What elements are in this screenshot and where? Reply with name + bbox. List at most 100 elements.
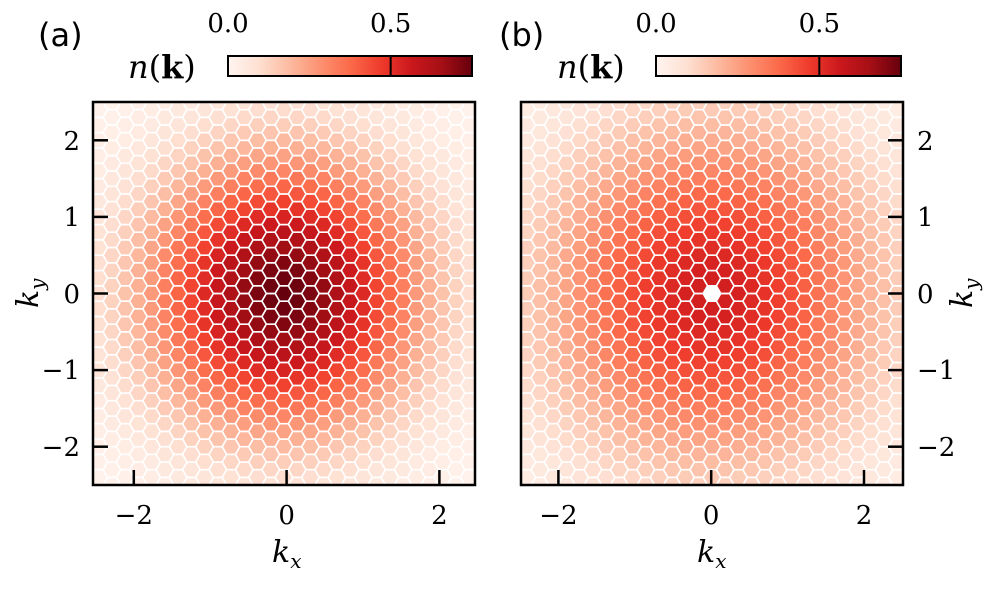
hex-cell (521, 190, 524, 198)
hex-cells (93, 79, 492, 508)
hex-cell (93, 327, 96, 336)
colorbar-tick-label: 0.5 (370, 9, 411, 39)
hex-cell (93, 312, 96, 321)
hex-cell (235, 79, 253, 94)
hex-cell (472, 235, 475, 244)
hex-cell (900, 327, 903, 336)
hex-cell (119, 484, 131, 485)
hex-cell (472, 159, 475, 168)
hex-cell (411, 484, 422, 485)
hex-cell (839, 102, 850, 103)
hex-cell (900, 235, 903, 244)
hex-cell (472, 128, 475, 137)
hex-cell (472, 435, 475, 443)
hex-cell (796, 79, 814, 94)
hex-cell (358, 484, 369, 485)
y-tick-label: 2 (63, 127, 80, 157)
hex-cell (900, 419, 903, 428)
hex-cell (331, 484, 343, 485)
hex-cell (900, 174, 903, 183)
hex-cell (531, 79, 549, 94)
hex-cell (93, 481, 96, 485)
hex-cell (769, 79, 787, 94)
hex-cell (447, 79, 465, 94)
hex-cell (690, 79, 708, 94)
hex-cell (472, 266, 475, 275)
hex-cell (902, 79, 920, 94)
x-tick-label: 2 (431, 501, 448, 531)
colorbar-tick-label: 0.0 (207, 9, 248, 39)
hex-cell (743, 493, 761, 508)
hex-cell (225, 102, 237, 103)
hex-cell (472, 327, 475, 336)
hex-cell (472, 190, 475, 198)
hex-cell (472, 481, 475, 485)
hex-cell (93, 266, 96, 275)
hex-cell (472, 450, 475, 459)
hex-cell (865, 102, 877, 103)
hex-cell (521, 312, 524, 321)
hex-cell (706, 484, 718, 485)
hex-cell (437, 484, 449, 485)
hex-cell (900, 251, 903, 260)
hex-cell (472, 465, 475, 474)
hex-cell (521, 358, 524, 367)
hex-cell (547, 102, 559, 103)
hex-cell (278, 102, 290, 103)
hex-cell (900, 312, 903, 321)
hex-cell (394, 493, 412, 508)
colorbar: n(k) 0.0 0.5 (128, 9, 473, 86)
hex-cell (521, 327, 524, 336)
hex-cell (521, 465, 524, 474)
y-tick-label: −1 (42, 356, 80, 386)
y-axis-label: ky (945, 278, 983, 308)
hex-cell (611, 493, 629, 508)
hex-cell (472, 297, 475, 306)
y-axis-label: ky (11, 278, 49, 308)
hex-cell (900, 389, 903, 397)
hex-cell (474, 79, 492, 94)
x-tick-label: −2 (539, 501, 577, 531)
hex-cell (472, 220, 475, 229)
hex-cell (472, 419, 475, 428)
panel-b: (b) n(k) 0.0 0.5 −2 0 2 kx (499, 9, 983, 573)
hex-cell (653, 484, 665, 485)
hex-cell (900, 159, 903, 168)
hex-cell (472, 102, 475, 106)
panel-label: (a) (38, 16, 83, 54)
hex-cell (315, 493, 333, 508)
hex-cells (505, 79, 920, 508)
hex-cell (637, 79, 655, 94)
hex-cell (733, 102, 744, 103)
hex-cell (627, 484, 638, 485)
hex-cell (759, 484, 771, 485)
hex-cell (93, 343, 96, 352)
hex-cell (472, 144, 475, 152)
hex-cell (900, 481, 903, 485)
hex-cell (521, 435, 524, 443)
y-axis: −2 −1 0 1 2 ky (888, 127, 983, 463)
hex-cell (521, 450, 524, 459)
hex-cell (93, 190, 96, 198)
y-tick-label: −2 (42, 433, 80, 463)
hex-cell (146, 484, 157, 485)
x-axis: −2 0 2 kx (539, 470, 872, 573)
hex-cell (172, 102, 184, 103)
hex-cell (411, 102, 422, 103)
hex-cell (447, 493, 465, 508)
hex-cell (875, 79, 893, 94)
hex-cell (368, 79, 386, 94)
colorbar-label: n(k) (128, 48, 196, 86)
hex-cell (505, 79, 523, 94)
hex-cell (900, 102, 903, 106)
hex-cell (472, 113, 475, 122)
hex-cell (759, 102, 771, 103)
y-tick-label: 0 (917, 280, 934, 310)
colorbar-label-func: n (557, 48, 578, 86)
hex-cell (305, 102, 316, 103)
hex-cell (680, 102, 691, 103)
hex-cell (368, 493, 386, 508)
hex-cell (146, 102, 157, 103)
hex-cell (209, 79, 227, 94)
